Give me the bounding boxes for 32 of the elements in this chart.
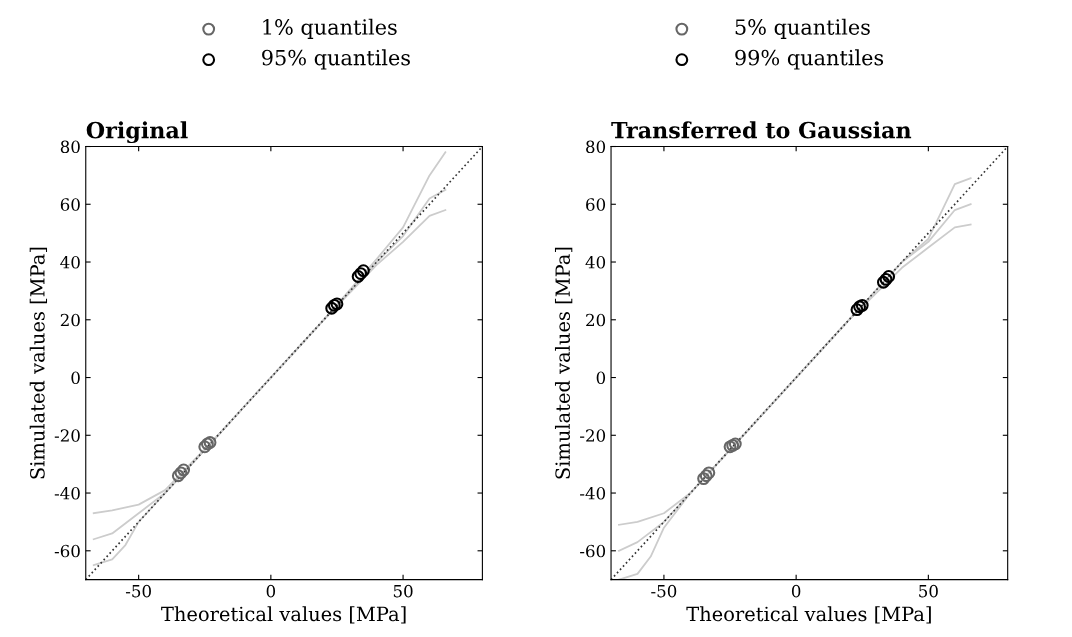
x-tick-label: 50 [393,584,413,598]
x-tick-label: -50 [125,584,151,598]
y-tick-label: -60 [54,544,80,558]
legend-label: 95% quantiles [262,49,410,70]
y-axis-title: Simulated values [MPa] [554,247,573,479]
y-tick-label: -20 [580,429,606,442]
x-tick-label: 0 [791,584,801,598]
y-tick-label: 60 [586,198,606,211]
y-tick-label: 80 [60,140,80,154]
y-tick-label: 60 [60,198,80,211]
y-axis-title: Simulated values [MPa] [29,247,48,479]
x-tick-label: 0 [266,584,276,598]
y-tick-label: 40 [585,255,606,269]
legend-label: 99% quantiles [735,49,884,70]
x-tick-label: 50 [919,584,938,598]
y-tick-label: -60 [580,544,606,558]
chart-title: Original [86,121,188,144]
y-tick-label: -40 [54,487,80,500]
chart-title: Transferred to Gaussian [611,121,912,139]
legend-label: 1% quantiles [263,18,397,39]
x-axis-title: Theoretical values [MPa] [161,606,406,624]
y-tick-label: 80 [586,140,606,154]
x-tick-label: -50 [651,584,677,598]
y-tick-label: 20 [586,313,606,327]
y-tick-label: 0 [71,371,80,385]
y-tick-label: 0 [596,371,606,385]
y-tick-label: 20 [60,313,80,327]
legend-label: 5% quantiles [735,18,870,39]
y-tick-label: -20 [54,429,80,442]
y-tick-label: -40 [580,487,606,500]
y-tick-label: 40 [60,255,80,269]
x-axis-title: Theoretical values [MPa] [686,606,931,624]
